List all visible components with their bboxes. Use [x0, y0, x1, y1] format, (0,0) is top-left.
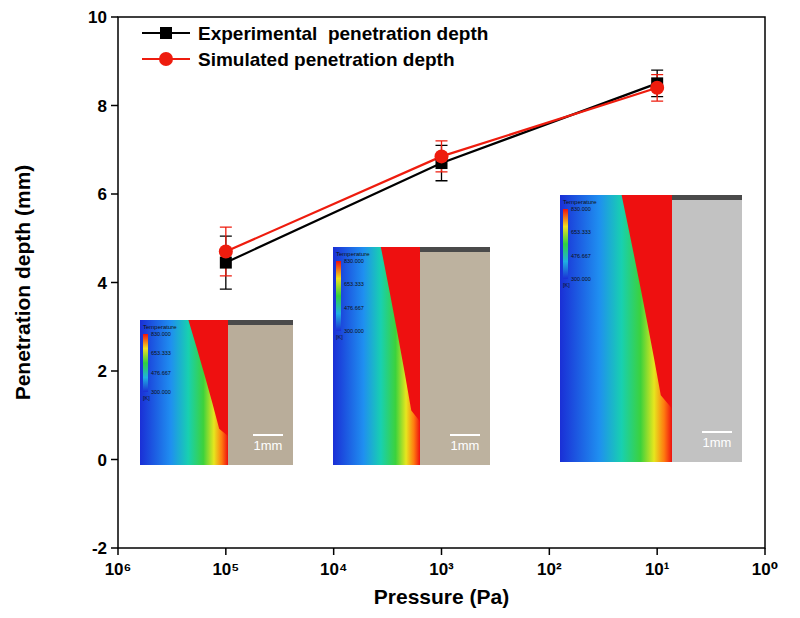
colorbar-tick-label: 476.667: [344, 305, 364, 311]
colorbar-title: Temperature: [563, 199, 597, 205]
x-tick: [117, 548, 119, 555]
inset: Temperature830.000 653.333 476.667 300.000[…: [140, 320, 293, 465]
micrograph-image: [672, 195, 742, 462]
y-tick: [111, 193, 118, 195]
x-tick-label: 10⁶: [105, 560, 132, 579]
scale-bar-label: 1mm: [254, 438, 283, 453]
colorbar-tick-label: 476.667: [571, 253, 591, 259]
colorbar-tick-label: 300.000: [344, 328, 364, 334]
error-bar: [651, 75, 663, 102]
colorbar: [143, 334, 148, 392]
plot-area: [219, 70, 664, 289]
y-tick-label: -2: [92, 539, 107, 558]
x-tick-label: 10⁴: [320, 560, 347, 579]
x-tick-label: 10⁰: [752, 560, 778, 579]
error-bar: [436, 145, 448, 180]
colorbar-tick-label: 476.667: [151, 370, 171, 376]
micrograph-image: [420, 247, 490, 465]
melt-zone: [188, 320, 228, 436]
colorbar-tick-label: 830.000: [571, 206, 591, 212]
micrograph-edge: [420, 247, 490, 252]
y-tick: [111, 370, 118, 372]
scale-bar: [253, 434, 283, 436]
simulation-image: [560, 195, 672, 462]
y-tick-label: 4: [98, 274, 108, 293]
colorbar-tick-label: 653.333: [151, 350, 171, 356]
scale-bar: [702, 431, 732, 433]
y-tick: [111, 16, 118, 18]
x-tick-label: 10¹: [645, 560, 670, 579]
colorbar: [336, 261, 341, 331]
legend-label: Simulated penetration depth: [198, 49, 455, 70]
colorbar-unit: [K]: [563, 282, 570, 288]
colorbar-unit: [K]: [336, 334, 343, 340]
legend-marker: [160, 27, 172, 39]
colorbar-tick-label: 830.000: [151, 331, 171, 337]
simulation-image: [333, 247, 420, 465]
micrograph-edge: [672, 195, 742, 200]
y-tick-label: 6: [98, 185, 107, 204]
colorbar-tick-label: 300.000: [571, 276, 591, 282]
plot-frame: [118, 17, 765, 548]
colorbar-title: Temperature: [336, 251, 370, 257]
series-line: [226, 83, 657, 262]
y-tick-label: 8: [98, 97, 107, 116]
scale-bar-label: 1mm: [703, 435, 732, 450]
x-tick: [549, 548, 551, 555]
y-tick: [111, 282, 118, 284]
scale-bar: [450, 434, 480, 436]
colorbar: [563, 209, 568, 279]
legend-marker: [159, 52, 173, 66]
colorbar-tick-label: 830.000: [344, 258, 364, 264]
colorbar-tick-label: 300.000: [151, 389, 171, 395]
simulation-image: [140, 320, 228, 465]
y-axis-title: Penetration depth (mm): [11, 165, 34, 401]
y-tick-label: 0: [98, 451, 107, 470]
micrograph-image: [228, 320, 293, 465]
colorbar-unit: [K]: [143, 395, 150, 401]
error-bar: [436, 141, 448, 172]
y-tick: [111, 547, 118, 549]
chart: Temperature830.000653.333476.667300.000[…: [0, 0, 800, 618]
inset: Temperature830.000 653.333 476.667 300.000[…: [333, 247, 490, 465]
x-axis-title: Pressure (Pa): [374, 585, 509, 608]
error-bar: [220, 227, 232, 276]
x-tick-label: 10⁵: [212, 560, 239, 579]
y-tick: [111, 105, 118, 107]
inset: Temperature830.000 653.333 476.667 300.000[…: [560, 195, 742, 462]
x-tick: [441, 548, 443, 555]
scale-bar-label: 1mm: [451, 438, 480, 453]
marker: [650, 81, 664, 95]
x-tick: [333, 548, 335, 555]
x-tick-label: 10³: [429, 560, 454, 579]
x-tick: [764, 548, 766, 555]
melt-zone: [381, 247, 420, 421]
melt-zone: [622, 195, 672, 409]
x-tick: [656, 548, 658, 555]
colorbar-tick-label: 653.333: [344, 281, 364, 287]
legend: Experimental penetration depth Simulated …: [142, 23, 488, 70]
legend-label: Experimental penetration depth: [198, 23, 488, 44]
micrograph-edge: [228, 320, 293, 325]
y-tick: [111, 459, 118, 461]
colorbar-tick-label: 653.333: [571, 229, 591, 235]
marker: [435, 149, 449, 163]
series-line: [226, 88, 657, 252]
y-tick-label: 10: [88, 8, 107, 27]
y-tick-label: 2: [98, 362, 107, 381]
x-tick-label: 10²: [537, 560, 562, 579]
marker: [219, 245, 233, 259]
x-tick: [225, 548, 227, 555]
colorbar-title: Temperature: [143, 324, 177, 330]
